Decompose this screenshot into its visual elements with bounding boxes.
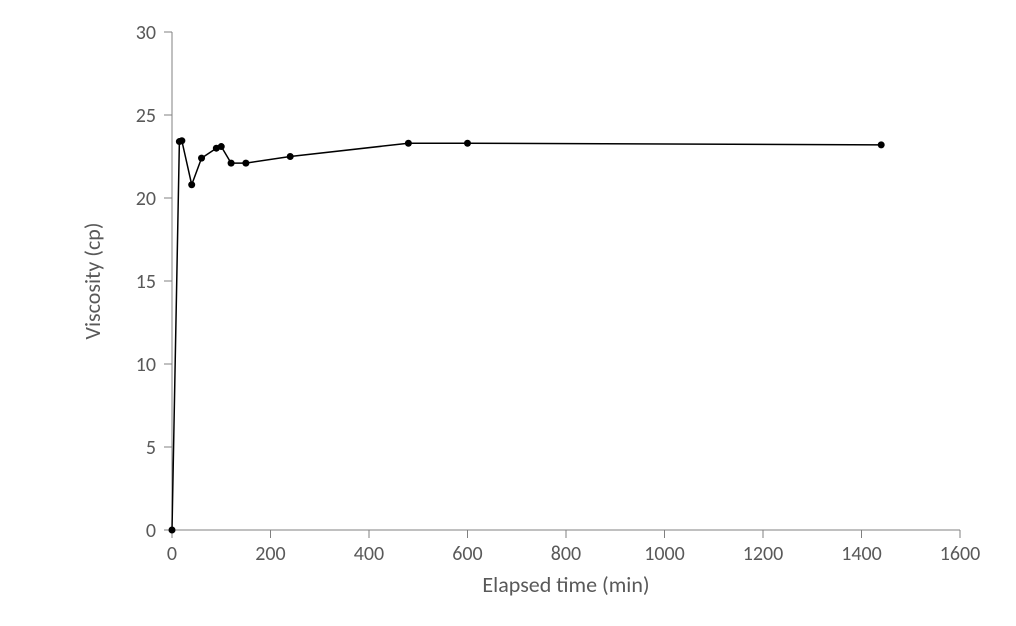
x-tick-label: 800 xyxy=(551,542,581,566)
series-marker xyxy=(878,141,885,148)
series-marker xyxy=(218,143,225,150)
chart-container: 0 200 400 600 800 1000 1200 1400 1600 0 5 10 15 20 25 3… xyxy=(0,0,1016,626)
y-tick-label: 15 xyxy=(136,270,156,294)
series-marker xyxy=(242,160,249,167)
series-marker xyxy=(405,140,412,147)
series-marker xyxy=(178,137,185,144)
x-tick-label: 600 xyxy=(452,542,482,566)
y-tick-label: 25 xyxy=(136,104,156,128)
x-tick-label: 400 xyxy=(354,542,384,566)
series-marker xyxy=(464,140,471,147)
series-marker xyxy=(228,160,235,167)
x-tick-label: 1400 xyxy=(841,542,882,566)
y-tick-label: 20 xyxy=(136,187,156,211)
y-tick-label: 10 xyxy=(136,353,156,377)
x-tick-label: 1000 xyxy=(644,542,685,566)
series-marker xyxy=(198,155,205,162)
series-marker xyxy=(287,153,294,160)
x-tick-label: 200 xyxy=(255,542,285,566)
y-tick-label: 30 xyxy=(136,21,156,45)
series-marker xyxy=(169,527,176,534)
x-tick-label: 0 xyxy=(167,542,177,566)
y-axis-label: Viscosity (cp) xyxy=(79,222,106,339)
x-axis-label: Elapsed time (min) xyxy=(482,571,649,598)
x-tick-label: 1200 xyxy=(743,542,784,566)
y-tick-label: 0 xyxy=(146,519,156,543)
x-tick-label: 1600 xyxy=(940,542,981,566)
series-marker xyxy=(188,181,195,188)
viscosity-line-chart: 0 200 400 600 800 1000 1200 1400 1600 0 5 10 15 20 25 3… xyxy=(0,0,1016,626)
y-tick-label: 5 xyxy=(146,436,156,460)
